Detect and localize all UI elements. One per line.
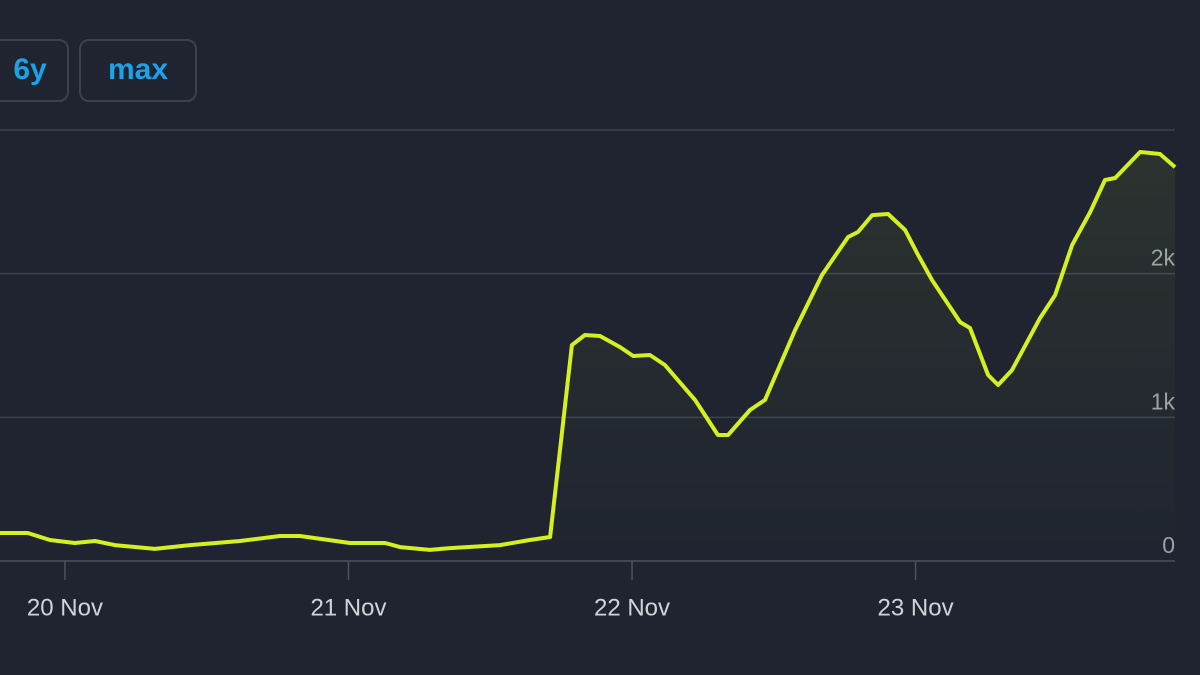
button-frame xyxy=(0,39,69,102)
x-tick-label: 23 Nov xyxy=(878,594,954,621)
button-label: max xyxy=(108,53,168,86)
button-frame xyxy=(79,39,197,102)
button-label: 6y xyxy=(13,53,47,86)
area xyxy=(0,152,1175,561)
x-tick-label: 22 Nov xyxy=(594,594,670,621)
x-tick-label: 21 Nov xyxy=(310,594,386,621)
range-button[interactable]: 6y xyxy=(0,39,69,102)
line xyxy=(0,150,1177,552)
x-tick-label: 20 Nov xyxy=(27,594,103,621)
range-button[interactable]: max xyxy=(79,39,197,102)
